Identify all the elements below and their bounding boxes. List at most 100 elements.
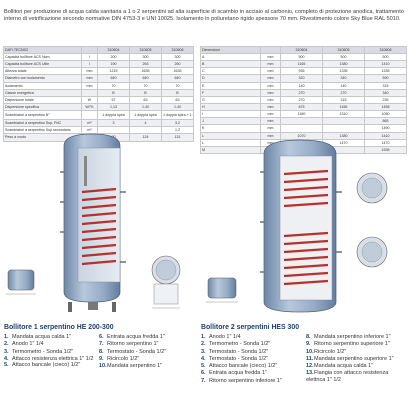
tech-table-row-value: 70	[129, 81, 162, 90]
legend-item: 11.Mandata serpentino superiore 1"	[306, 356, 408, 363]
legend-item: 10.Mandata serpentino 1"	[99, 363, 199, 370]
dim-table-row-value: 1380	[322, 60, 365, 69]
side-view-drawing	[356, 172, 388, 268]
dim-table-row-value: 1490	[364, 124, 407, 133]
tech-table-row-value: 300	[129, 52, 162, 62]
tech-table-row: Scambiatori a serpentino Sup. PdC m² 3 4 3,2	[3, 119, 194, 128]
dim-table-row-unit: mm	[260, 60, 281, 69]
dim-table-row-value: 320	[280, 74, 323, 83]
legend-text: Termostato - Sonda 1/2"	[107, 348, 167, 355]
tech-table-row-value: 1 doppia spira	[97, 110, 130, 121]
dim-table-row-value: 875	[280, 102, 323, 112]
dim-table-row-value: 270	[280, 95, 323, 104]
legend-number: 13.	[306, 370, 314, 377]
legend-number: 7.	[99, 341, 104, 348]
dim-table-unit-header	[260, 46, 281, 54]
legend-text: Entrata acqua fredda 1"	[209, 370, 267, 377]
legend-number: 10.	[99, 363, 107, 370]
legend-item: 4. Attacco resistenza elettrica 1" 1/2	[4, 356, 99, 362]
tech-table-row-unit	[81, 88, 98, 97]
tech-table-row-value: 63	[129, 95, 162, 104]
legend-number: 8.	[99, 348, 104, 355]
tech-table-row-value: 1,40	[161, 102, 194, 112]
dim-table-row-label: C	[200, 67, 261, 76]
dim-table-row-value	[280, 117, 323, 126]
tech-table-col-header: 310604	[97, 46, 130, 54]
legend-text: Flangia con attacco resistenza elettrica…	[306, 370, 389, 383]
legend-text: Anodo 1" 1/4	[12, 341, 44, 348]
tech-table-row-value: 70	[161, 81, 194, 90]
dim-table-row-value: 1160	[280, 110, 323, 119]
dim-table-row-unit: mm	[260, 67, 281, 76]
tech-table-row-value: 640	[129, 74, 162, 83]
legend-item: 9. Ritorno serpentino superiore 1"	[306, 341, 408, 348]
legend-text: Termometro - Sonda 1/2"	[12, 348, 74, 355]
legend-text: Ricircolo 1/2"	[107, 355, 140, 362]
legend-item: 1. Mandata acqua calda 1"	[4, 334, 99, 341]
dim-table-row-value: 500	[364, 52, 407, 62]
dim-table-row-label: D	[200, 74, 261, 83]
single-coil-boiler-illustration	[6, 133, 181, 312]
dim-table-row-label: J	[200, 117, 261, 126]
tank-body	[63, 133, 121, 312]
intro-text: Bollitori per produzione di acqua calda …	[4, 8, 404, 22]
legend-number: 5.	[201, 363, 206, 370]
legend-item: 4. Termostato - Sonda 1/2"	[201, 356, 306, 363]
tech-table-row: Isolamento mm 70 70 70	[3, 81, 194, 90]
tech-table-row-value: 4	[129, 119, 162, 128]
tech-table-row-label: Classe energetica	[3, 88, 82, 97]
dim-table-row-value: 1335	[322, 67, 365, 76]
double-coil-legend-list: 1. Anodo 1" 1/4 2. Termometro - Sonda 1/2" 3…	[201, 334, 306, 385]
tech-table-row-value: 1,40	[129, 102, 162, 112]
tech-table-row: Classe energetica B B B	[3, 88, 194, 97]
dim-table-row-value: 1050	[364, 110, 407, 119]
tech-table-row-unit: l	[81, 60, 98, 69]
dim-table-row-value: 1335	[364, 67, 407, 76]
tech-table-row-label: Capacità bollitore ACS Utile	[3, 60, 82, 69]
legend-number: 9.	[306, 341, 311, 348]
legend-number: 8.	[306, 334, 311, 340]
legend-text: Entrata acqua fredda 1"	[107, 334, 165, 340]
tech-table-row-value: 640	[161, 74, 194, 83]
legend-item: 13.Flangia con attacco resistenza elettr…	[306, 370, 408, 382]
tech-table-row-unit: mm	[81, 74, 98, 83]
tech-table-row-value: 3,2	[161, 119, 194, 128]
legend-number: 1.	[4, 334, 9, 340]
dim-table-row-unit: mm	[260, 74, 281, 83]
technical-data-table: DATI TECNICI 310604 310605 310606 Capaci…	[3, 46, 194, 142]
legend-item: 8. Termostato - Sonda 1/2"	[99, 349, 199, 356]
tech-table-title: DATI TECNICI	[3, 46, 82, 54]
legend-item: 3. Termostato - Sonda 1/2"	[201, 349, 306, 356]
dim-table-row-label: A	[200, 52, 261, 62]
tech-table-row-label: Scambiatori a serpentino N°	[3, 110, 82, 121]
legend-number: 6.	[99, 334, 104, 340]
dim-table-row-value: 270	[322, 88, 365, 97]
dim-table-row-unit: mm	[260, 52, 281, 62]
single-coil-heading: Bollitore 1 serpentino HE 200-300	[4, 324, 114, 331]
legend-text: Anodo 1" 1/4	[209, 334, 241, 340]
dim-table-row-unit: mm	[260, 102, 281, 112]
dim-table-row-unit: mm	[260, 88, 281, 97]
tech-table-row-label: Diametro con isolamento	[3, 74, 82, 83]
legend-number: 3.	[4, 348, 9, 355]
legend-number: 7.	[201, 377, 206, 384]
tech-table-row-value: 131	[161, 133, 194, 142]
tech-table-row-value: 263	[129, 60, 162, 69]
dim-table-row-label: B	[200, 60, 261, 69]
dim-table-row-value: 270	[280, 88, 323, 97]
top-view-drawing	[6, 269, 36, 295]
double-coil-boiler-illustration	[206, 139, 388, 313]
dim-table-row-value: 235	[364, 95, 407, 104]
dim-table-row-value: 340	[322, 74, 365, 83]
dim-table-row-value: 315	[364, 81, 407, 90]
tech-table-row-label: Capacità bollitore ACS Nom.	[3, 52, 82, 62]
